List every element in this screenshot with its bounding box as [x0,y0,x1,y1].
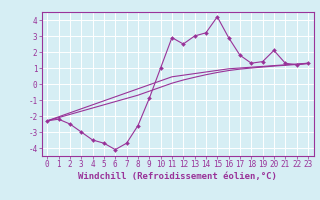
X-axis label: Windchill (Refroidissement éolien,°C): Windchill (Refroidissement éolien,°C) [78,172,277,181]
